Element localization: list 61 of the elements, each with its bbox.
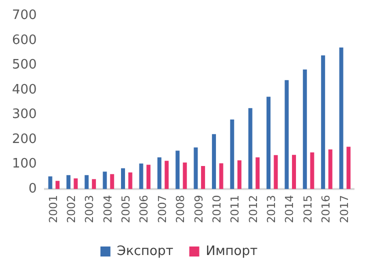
y-tick-label: 500 — [12, 58, 37, 73]
y-tick-label: 400 — [12, 82, 37, 98]
bar — [219, 163, 224, 190]
bar — [92, 179, 96, 190]
x-tick-label: 2004 — [101, 195, 114, 224]
x-tick-label: 2013 — [265, 195, 278, 224]
bar — [292, 154, 296, 190]
y-tick-label: 700 — [12, 8, 37, 24]
x-tick-label: 2007 — [156, 195, 169, 224]
bar — [139, 164, 144, 190]
bar — [84, 175, 89, 190]
bar — [182, 162, 187, 190]
x-tick-label: 2016 — [320, 195, 333, 224]
bar — [212, 134, 216, 190]
x-tick-label: 2014 — [283, 195, 296, 224]
bar — [284, 80, 289, 190]
bar — [102, 172, 107, 190]
x-tick-label: 2017 — [338, 195, 351, 224]
y-tick-label: 300 — [12, 107, 37, 122]
bar — [176, 150, 180, 190]
x-tick-label: 2012 — [246, 195, 260, 224]
y-tick-label: 200 — [12, 132, 37, 147]
x-tick-label: 2008 — [174, 195, 188, 224]
bar — [157, 157, 162, 190]
y-tick-label: 100 — [12, 156, 37, 172]
bar — [256, 157, 260, 190]
bar — [194, 147, 198, 190]
bar — [248, 108, 252, 190]
y-tick-label: 0 — [28, 181, 37, 196]
x-tick-label: 2015 — [301, 195, 314, 224]
bar — [230, 119, 234, 190]
bar — [328, 149, 332, 190]
bar — [274, 155, 278, 190]
bar — [48, 176, 52, 190]
bar — [310, 152, 314, 190]
bar — [66, 175, 70, 190]
x-tick-label: 2006 — [138, 195, 151, 224]
bar — [74, 178, 78, 190]
x-tick-label: 2005 — [120, 195, 133, 224]
legend-label: Импорт — [206, 244, 258, 259]
x-tick-label: 2001 — [46, 195, 60, 224]
bar — [121, 168, 126, 190]
x-tick-label: 2011 — [228, 195, 242, 224]
bar — [321, 55, 326, 190]
x-tick-label: 2003 — [83, 195, 96, 224]
bar — [346, 146, 351, 190]
legend-label: Экспорт — [116, 244, 174, 259]
bar — [302, 69, 307, 190]
bar — [110, 174, 114, 190]
bar — [164, 160, 169, 190]
x-tick-label: 2002 — [64, 195, 78, 224]
bar — [339, 47, 344, 190]
bar — [146, 164, 150, 190]
bar — [56, 180, 60, 190]
bar — [128, 172, 132, 190]
bar — [201, 166, 206, 190]
y-tick-label: 600 — [12, 32, 37, 48]
bar — [266, 96, 271, 190]
bar — [237, 160, 242, 190]
x-tick-label: 2009 — [192, 195, 206, 224]
x-tick-label: 2010 — [210, 195, 224, 224]
